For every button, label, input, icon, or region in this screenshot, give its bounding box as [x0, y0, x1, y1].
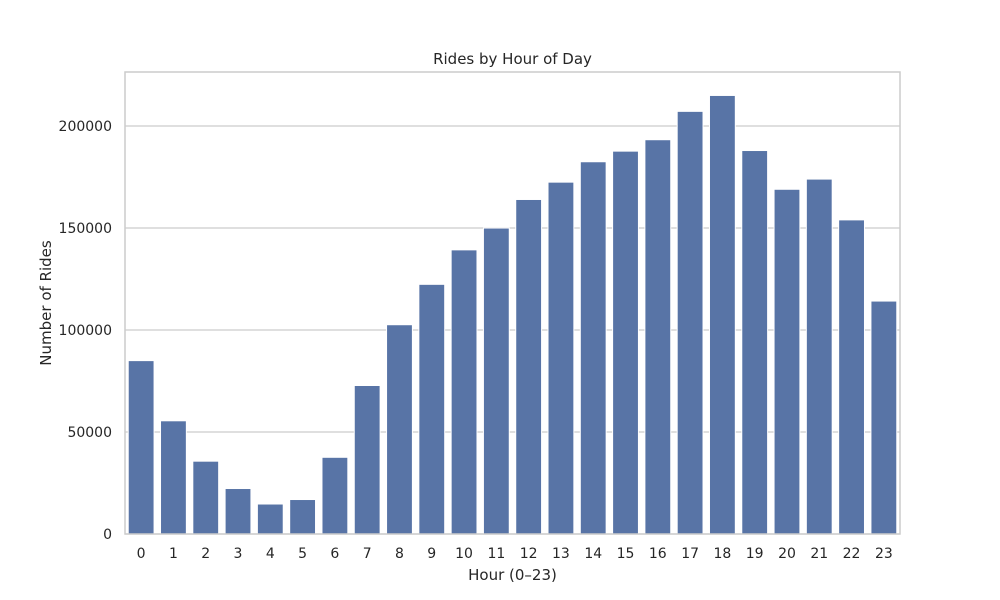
- x-tick-label: 1: [169, 546, 178, 562]
- x-tick-label: 23: [875, 546, 893, 562]
- bars: [127, 94, 898, 535]
- x-tick-label: 11: [487, 546, 505, 562]
- y-tick-label: 50000: [67, 425, 112, 441]
- bar-hour-21: [805, 178, 833, 535]
- x-tick-label: 0: [137, 546, 146, 562]
- bar-hour-3: [224, 488, 252, 535]
- bar-hour-0: [127, 360, 155, 535]
- x-tick-label: 2: [201, 546, 210, 562]
- bar-hour-4: [256, 503, 284, 535]
- bar-hour-8: [386, 324, 413, 535]
- plot-frame: [124, 71, 901, 535]
- y-tick-label: 200000: [59, 119, 112, 135]
- y-tick-labels: 0 50000 100000 150000 200000: [59, 119, 112, 543]
- y-tick-label: 150000: [59, 221, 112, 237]
- x-tick-label: 9: [427, 546, 436, 562]
- bar-hour-11: [482, 227, 510, 535]
- bar-hour-23: [870, 300, 898, 535]
- bar-hour-7: [353, 385, 381, 535]
- bar-hour-17: [676, 110, 704, 535]
- x-tick-label: 22: [843, 546, 861, 562]
- bar-hour-12: [515, 198, 543, 535]
- x-tick-label: 15: [617, 546, 635, 562]
- x-tick-label: 4: [266, 546, 275, 562]
- x-tick-label: 20: [778, 546, 796, 562]
- x-tick-label: 19: [746, 546, 764, 562]
- x-tick-label: 3: [234, 546, 243, 562]
- x-tick-label: 8: [395, 546, 404, 562]
- chart-title: Rides by Hour of Day: [433, 50, 592, 68]
- x-tick-label: 10: [455, 546, 473, 562]
- x-tick-label: 14: [584, 546, 602, 562]
- bar-hour-19: [741, 150, 769, 535]
- x-tick-label: 16: [649, 546, 667, 562]
- bar-hour-18: [708, 94, 736, 535]
- bar-hour-22: [838, 219, 865, 535]
- bar-hour-1: [160, 420, 187, 535]
- bar-hour-20: [773, 188, 801, 535]
- y-axis-label: Number of Rides: [37, 240, 55, 366]
- x-tick-label: 21: [810, 546, 828, 562]
- bar-hour-9: [418, 283, 446, 535]
- bar-hour-5: [289, 499, 317, 535]
- bar-hour-6: [321, 456, 349, 535]
- y-tick-label: 0: [103, 527, 112, 543]
- x-tick-labels: 0 1 2 3 4 5 6 7 8 9 10 11 12 13 14 15 16 17 18 19 20 21 22 23: [137, 546, 893, 562]
- x-tick-label: 5: [298, 546, 307, 562]
- x-tick-label: 13: [552, 546, 570, 562]
- x-axis-label: Hour (0–23): [468, 566, 557, 584]
- x-tick-label: 6: [330, 546, 339, 562]
- bar-hour-14: [579, 161, 607, 535]
- bar-hour-10: [450, 249, 478, 535]
- x-tick-label: 18: [713, 546, 731, 562]
- bar-hour-15: [612, 150, 639, 535]
- y-tick-label: 100000: [59, 323, 112, 339]
- x-tick-label: 7: [363, 546, 372, 562]
- bar-hour-16: [644, 139, 672, 535]
- x-tick-label: 17: [681, 546, 699, 562]
- x-tick-label: 12: [520, 546, 538, 562]
- bar-hour-2: [192, 460, 220, 535]
- bar-hour-13: [547, 181, 575, 535]
